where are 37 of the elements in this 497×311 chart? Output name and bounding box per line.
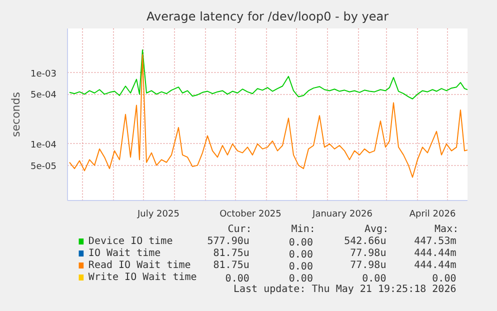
y-axis-title: seconds xyxy=(10,92,23,137)
y-tick-label: 1e-04 xyxy=(30,140,57,150)
text: 81.75u xyxy=(213,260,250,271)
text: Min: xyxy=(291,224,316,235)
legend-label: Device IO time xyxy=(88,236,173,247)
text: 0.00 xyxy=(288,274,313,284)
y-tick-label: 1e-03 xyxy=(30,69,57,80)
text: 0.00 xyxy=(225,274,250,284)
text: 77.98u xyxy=(350,248,386,259)
text: 577.90u xyxy=(207,236,250,247)
x-tick-label: January 2026 xyxy=(312,210,373,220)
line-series xyxy=(69,49,468,100)
text: 444.44m xyxy=(414,260,456,271)
text: Avg: xyxy=(364,224,389,235)
legend-label: IO Wait time xyxy=(88,248,161,259)
x-tick-label: October 2025 xyxy=(220,210,282,220)
line-series xyxy=(69,54,468,178)
legend-label: Write IO Wait time xyxy=(88,272,197,283)
text: Last update: Thu May 21 19:25:18 2026 xyxy=(233,284,456,295)
text: 0.00 xyxy=(288,238,313,248)
x-tick-label: July 2025 xyxy=(136,210,180,220)
text: 0.00 xyxy=(288,250,313,260)
x-tick-label: April 2026 xyxy=(409,210,456,220)
text: Cur: xyxy=(228,224,252,235)
text: 447.53m xyxy=(414,236,456,247)
text: 0.00 xyxy=(362,274,386,284)
text: 542.66u xyxy=(344,236,386,247)
text: 81.75u xyxy=(213,248,250,259)
legend-label: Read IO Wait time xyxy=(88,260,191,271)
text: Max: xyxy=(434,224,459,235)
text: 77.98u xyxy=(350,260,386,271)
y-tick-label: 5e-04 xyxy=(30,90,57,101)
text: 444.44m xyxy=(414,248,456,259)
y-tick-label: 5e-05 xyxy=(30,162,57,172)
text: 0.00 xyxy=(288,262,313,272)
text: 0.00 xyxy=(432,274,456,284)
chart-title: Average latency for /dev/loop0 - by year xyxy=(146,10,389,24)
